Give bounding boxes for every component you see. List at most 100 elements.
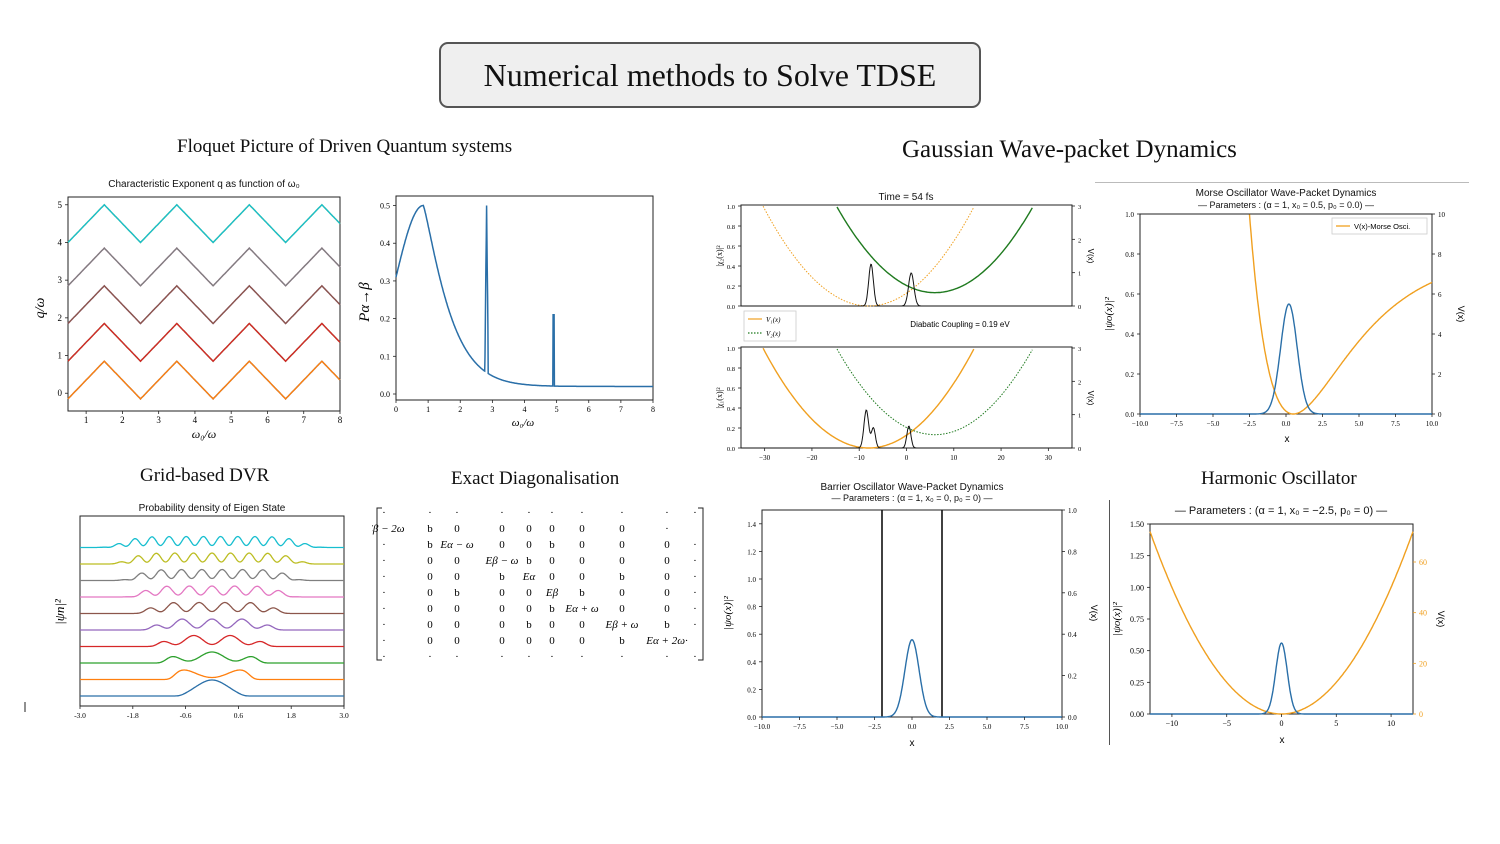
y-tick-label: 0.4: [727, 406, 736, 413]
matrix-cell: ·: [665, 507, 669, 519]
matrix-cell: 0: [549, 619, 555, 631]
y2-axis-label: V(x): [1456, 306, 1466, 323]
barrier-ticks: −10.0 −7.5 −5.0 −2.5 0.0 2.5 5.0 7.5 10.00.00.20…: [747, 507, 1077, 731]
y-tick-label: 0.6: [1125, 291, 1134, 299]
matrix-cell: 0: [499, 587, 505, 599]
matrix-cell: ·: [428, 507, 432, 519]
matrix-cell: ·: [527, 507, 531, 519]
y-tick-label: 1.0: [727, 204, 735, 211]
x-tick-label: −2.5: [868, 723, 881, 731]
harmonic-potential: [1149, 531, 1414, 715]
matrix-cell: 0: [427, 619, 433, 631]
y-tick-label: 0.5: [380, 202, 390, 211]
y-tick-label: 1.0: [1125, 211, 1134, 219]
floquet-branch: [67, 247, 341, 287]
plot-frame: [761, 509, 1063, 718]
matrix-cell: ·: [693, 555, 697, 567]
gauss-top-title: Time = 54 fs: [878, 192, 934, 203]
matrix-cell: ·: [693, 571, 697, 583]
divider-line: [1095, 182, 1469, 183]
matrix-cell: 0: [664, 603, 670, 615]
x-tick-label: −10.0: [1132, 420, 1149, 428]
matrix-cell: 0: [549, 523, 555, 535]
eigenstate-density: [80, 552, 344, 565]
dvr-ticks: -3.0 -1.8 -0.6 0.6 1.8 3.0: [74, 706, 349, 720]
transition-probability-plot: 0 1 2 3 4 5 6 7 8 0.0 0.1 0.2 0.3 0.4 0.5 Pα→β ω₀/ω: [357, 195, 655, 429]
matrix-cell: b: [579, 587, 585, 599]
legend-morse: V(x)-Morse Osci.: [1354, 222, 1410, 231]
morse-plot: −10.0 −7.5 −5.0 −2.5 0.0 2.5 5.0 7.5 10.0 0.0 0.2 0…: [1103, 211, 1466, 445]
y-tick-label: 0.2: [380, 315, 390, 324]
matrix-cell: 0: [526, 539, 532, 551]
matrix-cell: ·: [620, 651, 624, 663]
matrix-cell: ·: [500, 651, 504, 663]
x-tick-label: 5: [555, 405, 559, 414]
harmonic-plot: −10 −5 0 5 10 0.00 0.25 0.50 0.75 1.00 1.25 1.50 0 20…: [1111, 520, 1446, 746]
matrix-cell: Eβ − ω: [485, 555, 519, 567]
x-tick-label: 4: [193, 415, 198, 425]
y-tick-label: 1.4: [747, 521, 756, 529]
y-tick-label: 0.6: [1068, 590, 1077, 598]
eigenstate-curves: [80, 535, 344, 697]
y-tick-label: 2: [58, 313, 63, 323]
y-tick-label: 0.4: [380, 239, 390, 248]
bottom-title: Diabatic Coupling = 0.19 eV: [910, 320, 1010, 329]
top-frame: [740, 204, 1073, 307]
eigenstate-density: [80, 585, 344, 598]
matrix-cell: b: [549, 539, 555, 551]
matrix-cell: b: [526, 619, 532, 631]
eigenstate-density: [80, 679, 344, 697]
matrix-cell: 0: [499, 523, 505, 535]
matrix-cell: ·: [527, 651, 531, 663]
bottom-y-label: |χ₁(x)|²: [715, 387, 724, 409]
matrix-cell: ·: [382, 651, 386, 663]
x-tick-label: 2.5: [945, 723, 954, 731]
x-tick-label: 0.6: [234, 711, 244, 720]
dvr-heading: Grid-based DVR: [140, 465, 270, 486]
matrix-cell: 0: [427, 635, 433, 647]
matrix-cell: 0: [499, 619, 505, 631]
two-state-ticks: 0.0 0.2 0.4 0.6 0.8 1.0 0 1 2 3 0.0 0.2 0.4 0.6 0.8 1.0…: [727, 204, 1081, 462]
y-tick-label: 2: [1078, 379, 1081, 386]
matrix-cell: ·Eβ − 2ω: [372, 523, 405, 535]
x-tick-label: -1.8: [127, 711, 139, 720]
y-tick-label: 0.2: [1125, 371, 1134, 379]
y-tick-label: 3: [1078, 204, 1081, 211]
matrix-cell: ·: [693, 507, 697, 519]
eigenstate-density: [80, 601, 344, 615]
top-packet: [741, 263, 1072, 307]
exact-heading: Exact Diagonalisation: [451, 468, 620, 489]
y-tick-label: 0.8: [727, 224, 735, 231]
matrix-cell: b: [427, 523, 433, 535]
floquet-ticks: 1 2 3 4 5 6 7 8 0 1 2 3 4 5: [58, 200, 343, 425]
x-axis-label: x: [1280, 735, 1285, 746]
matrix-cell: ·: [693, 539, 697, 551]
y-tick-label: 0.0: [747, 714, 756, 722]
two-state-curves: [741, 205, 1072, 449]
x-tick-label: 8: [338, 415, 343, 425]
matrix-cell: b: [427, 539, 433, 551]
matrix-cell: Eα + ω: [564, 603, 598, 615]
matrix-cell: ·: [550, 651, 554, 663]
y-tick-label: 6: [1438, 291, 1442, 299]
x-tick-label: 10: [1387, 719, 1395, 728]
slide-title: Numerical methods to Solve TDSE: [439, 42, 981, 108]
y-tick-label: 0.00: [1130, 710, 1144, 719]
y-tick-label: 1.00: [1130, 583, 1144, 592]
x-tick-label: -3.0: [74, 711, 86, 720]
matrix-cell: ·: [665, 523, 669, 535]
y-tick-label: 0.0: [727, 446, 735, 453]
bottom-y2-label: V(x): [1086, 391, 1095, 406]
plot-frame: [1149, 523, 1414, 715]
floquet-branch: [67, 322, 341, 363]
y-tick-label: 1.0: [727, 346, 735, 353]
x-tick-label: −7.5: [1170, 420, 1183, 428]
matrix-cell: ·: [382, 555, 386, 567]
legend-v1: V₁(x): [766, 316, 781, 324]
x-tick-label: 4: [523, 405, 527, 414]
x-tick-label: 1: [426, 405, 430, 414]
top-y-label: |χ₂(x)|²: [715, 245, 724, 267]
y-tick-label: 0: [1078, 446, 1081, 453]
x-tick-label: −5: [1222, 719, 1231, 728]
matrix-cell: ·: [382, 619, 386, 631]
